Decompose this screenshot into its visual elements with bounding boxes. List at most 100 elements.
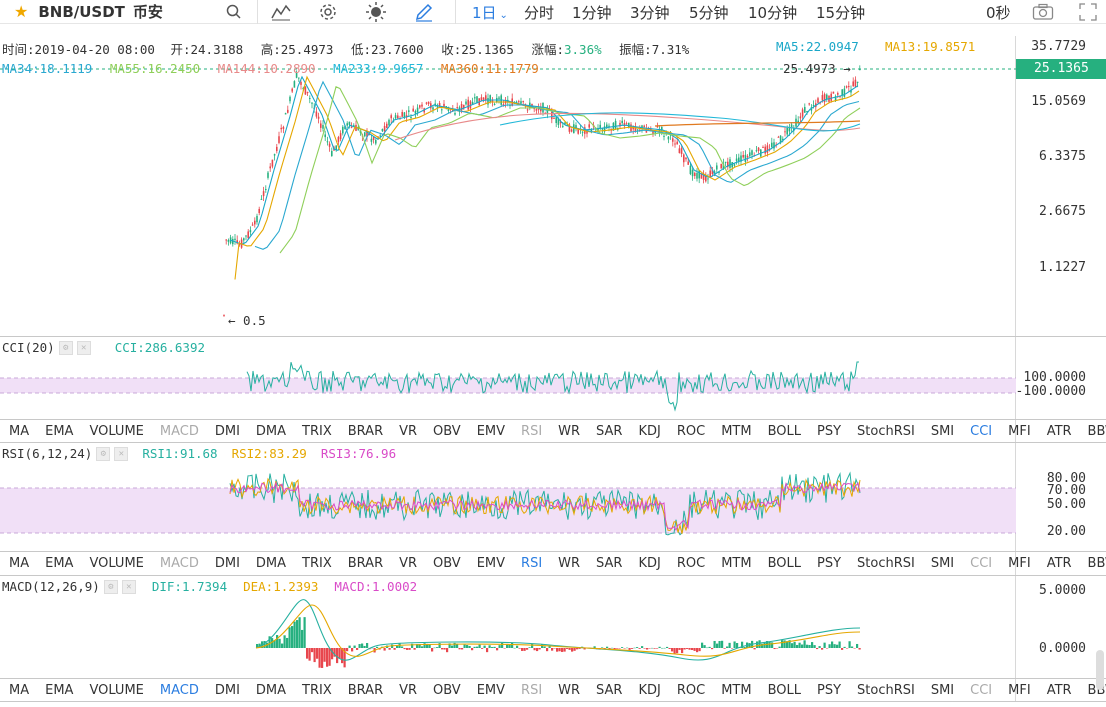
indicator-tab-psy[interactable]: PSY	[816, 682, 842, 698]
settings-icon[interactable]	[316, 0, 340, 24]
indicator-tab-rsi[interactable]: RSI	[521, 423, 543, 439]
indicator-tab-mtm[interactable]: MTM	[721, 423, 752, 439]
indicator-tab-macd[interactable]: MACD	[159, 555, 199, 571]
macd-histogram-bar	[796, 644, 799, 648]
indicator-tab-mtm[interactable]: MTM	[721, 555, 752, 571]
indicator-tab-dma[interactable]: DMA	[255, 423, 287, 439]
indicator-tab-brar[interactable]: BRAR	[347, 555, 384, 571]
macd-close-icon[interactable]: ✕	[121, 579, 136, 594]
indicator-tab-wr[interactable]: WR	[558, 682, 581, 698]
indicator-tab-trix[interactable]: TRIX	[302, 682, 332, 698]
indicator-tab-dma[interactable]: DMA	[255, 682, 287, 698]
indicator-tab-cci[interactable]: CCI	[970, 682, 993, 698]
indicator-tab-emv[interactable]: EMV	[476, 555, 506, 571]
indicator-tab-dmi[interactable]: DMI	[214, 555, 240, 571]
cci-close-icon[interactable]: ✕	[76, 340, 91, 355]
indicator-tab-boll[interactable]: BOLL	[767, 423, 801, 439]
indicator-tab-trix[interactable]: TRIX	[302, 423, 332, 439]
indicator-tab-obv[interactable]: OBV	[433, 423, 461, 439]
indicator-tab-ema[interactable]: EMA	[45, 555, 74, 571]
indicator-tab-dma[interactable]: DMA	[255, 555, 287, 571]
indicator-tab-atr[interactable]: ATR	[1046, 682, 1072, 698]
indicator-tab-smi[interactable]: SMI	[930, 682, 955, 698]
interval-dropdown[interactable]: 1日 ⌄	[472, 2, 508, 23]
indicator-tab-kdj[interactable]: KDJ	[638, 682, 661, 698]
indicator-tab-psy[interactable]: PSY	[816, 423, 842, 439]
indicator-tab-wr[interactable]: WR	[558, 423, 581, 439]
indicator-tab-vr[interactable]: VR	[399, 682, 418, 698]
interval-1min[interactable]: 1分钟	[572, 4, 612, 22]
indicator-tab-trix[interactable]: TRIX	[302, 555, 332, 571]
indicator-tab-bbw[interactable]: BBW	[1087, 423, 1106, 439]
indicator-tab-stochrsi[interactable]: StochRSI	[857, 555, 915, 571]
indicator-tab-smi[interactable]: SMI	[930, 423, 955, 439]
indicator-tab-atr[interactable]: ATR	[1046, 423, 1072, 439]
indicator-tab-ma[interactable]: MA	[9, 423, 30, 439]
indicator-tab-roc[interactable]: ROC	[676, 682, 706, 698]
scrollbar-thumb[interactable]	[1096, 650, 1104, 690]
camera-icon[interactable]	[1031, 0, 1055, 24]
indicator-tab-boll[interactable]: BOLL	[767, 555, 801, 571]
rsi-settings-icon[interactable]: ⚙	[96, 446, 111, 461]
indicator-tab-rsi[interactable]: RSI	[521, 555, 543, 571]
search-icon[interactable]	[222, 0, 246, 24]
indicator-tab-emv[interactable]: EMV	[476, 423, 506, 439]
indicator-tab-cci[interactable]: CCI	[970, 423, 993, 439]
indicator-tab-mfi[interactable]: MFI	[1008, 555, 1031, 571]
indicator-tab-brar[interactable]: BRAR	[347, 682, 384, 698]
indicator-tab-vr[interactable]: VR	[399, 555, 418, 571]
indicator-tab-roc[interactable]: ROC	[676, 555, 706, 571]
cci-settings-icon[interactable]: ⚙	[58, 340, 73, 355]
indicator-tab-sar[interactable]: SAR	[596, 423, 623, 439]
indicator-tab-volume[interactable]: VOLUME	[89, 682, 144, 698]
interval-15min[interactable]: 15分钟	[816, 4, 866, 22]
indicator-tab-cci[interactable]: CCI	[970, 555, 993, 571]
indicator-tab-mfi[interactable]: MFI	[1008, 423, 1031, 439]
indicator-tab-ma[interactable]: MA	[9, 555, 30, 571]
indicator-tab-obv[interactable]: OBV	[433, 682, 461, 698]
theme-icon[interactable]	[364, 0, 388, 24]
indicator-tab-sar[interactable]: SAR	[596, 682, 623, 698]
indicator-tab-macd[interactable]: MACD	[159, 682, 199, 698]
favorite-star-icon[interactable]: ★	[14, 2, 29, 21]
indicator-tab-stochrsi[interactable]: StochRSI	[857, 682, 915, 698]
indicator-tab-atr[interactable]: ATR	[1046, 555, 1072, 571]
rsi-close-icon[interactable]: ✕	[114, 446, 129, 461]
indicator-tab-ma[interactable]: MA	[9, 682, 30, 698]
indicator-tab-stochrsi[interactable]: StochRSI	[857, 423, 915, 439]
interval-fenshi[interactable]: 分时	[524, 4, 555, 22]
indicator-tab-wr[interactable]: WR	[558, 555, 581, 571]
interval-5min[interactable]: 5分钟	[689, 4, 729, 22]
indicator-tab-kdj[interactable]: KDJ	[638, 423, 661, 439]
indicator-tab-sar[interactable]: SAR	[596, 555, 623, 571]
indicator-tab-dmi[interactable]: DMI	[214, 682, 240, 698]
indicator-tab-volume[interactable]: VOLUME	[89, 555, 144, 571]
indicator-tab-mtm[interactable]: MTM	[721, 682, 752, 698]
interval-10min[interactable]: 10分钟	[748, 4, 798, 22]
indicator-tab-macd[interactable]: MACD	[159, 423, 199, 439]
indicator-tab-rsi[interactable]: RSI	[521, 682, 543, 698]
draw-icon[interactable]	[412, 0, 436, 24]
indicator-tab-brar[interactable]: BRAR	[347, 423, 384, 439]
macd-settings-icon[interactable]: ⚙	[103, 579, 118, 594]
indicator-tab-mfi[interactable]: MFI	[1008, 682, 1031, 698]
indicator-tab-emv[interactable]: EMV	[476, 682, 506, 698]
indicator-icon[interactable]	[269, 0, 293, 24]
indicator-tab-volume[interactable]: VOLUME	[89, 423, 144, 439]
candlestick-chart[interactable]	[0, 0, 1016, 707]
indicator-tab-smi[interactable]: SMI	[930, 555, 955, 571]
fullscreen-icon[interactable]	[1076, 0, 1100, 24]
indicator-tab-vr[interactable]: VR	[399, 423, 418, 439]
indicator-tab-ema[interactable]: EMA	[45, 423, 74, 439]
macd-histogram-bar	[621, 647, 624, 648]
indicator-tab-ema[interactable]: EMA	[45, 682, 74, 698]
interval-3min[interactable]: 3分钟	[630, 4, 670, 22]
indicator-tab-bbw[interactable]: BBW	[1087, 555, 1106, 571]
indicator-tab-dmi[interactable]: DMI	[214, 423, 240, 439]
indicator-tab-kdj[interactable]: KDJ	[638, 555, 661, 571]
indicator-tab-roc[interactable]: ROC	[676, 423, 706, 439]
indicator-tab-boll[interactable]: BOLL	[767, 682, 801, 698]
indicator-tab-psy[interactable]: PSY	[816, 555, 842, 571]
indicator-tab-obv[interactable]: OBV	[433, 555, 461, 571]
symbol-title[interactable]: ★ BNB/USDT 币安	[0, 0, 212, 24]
